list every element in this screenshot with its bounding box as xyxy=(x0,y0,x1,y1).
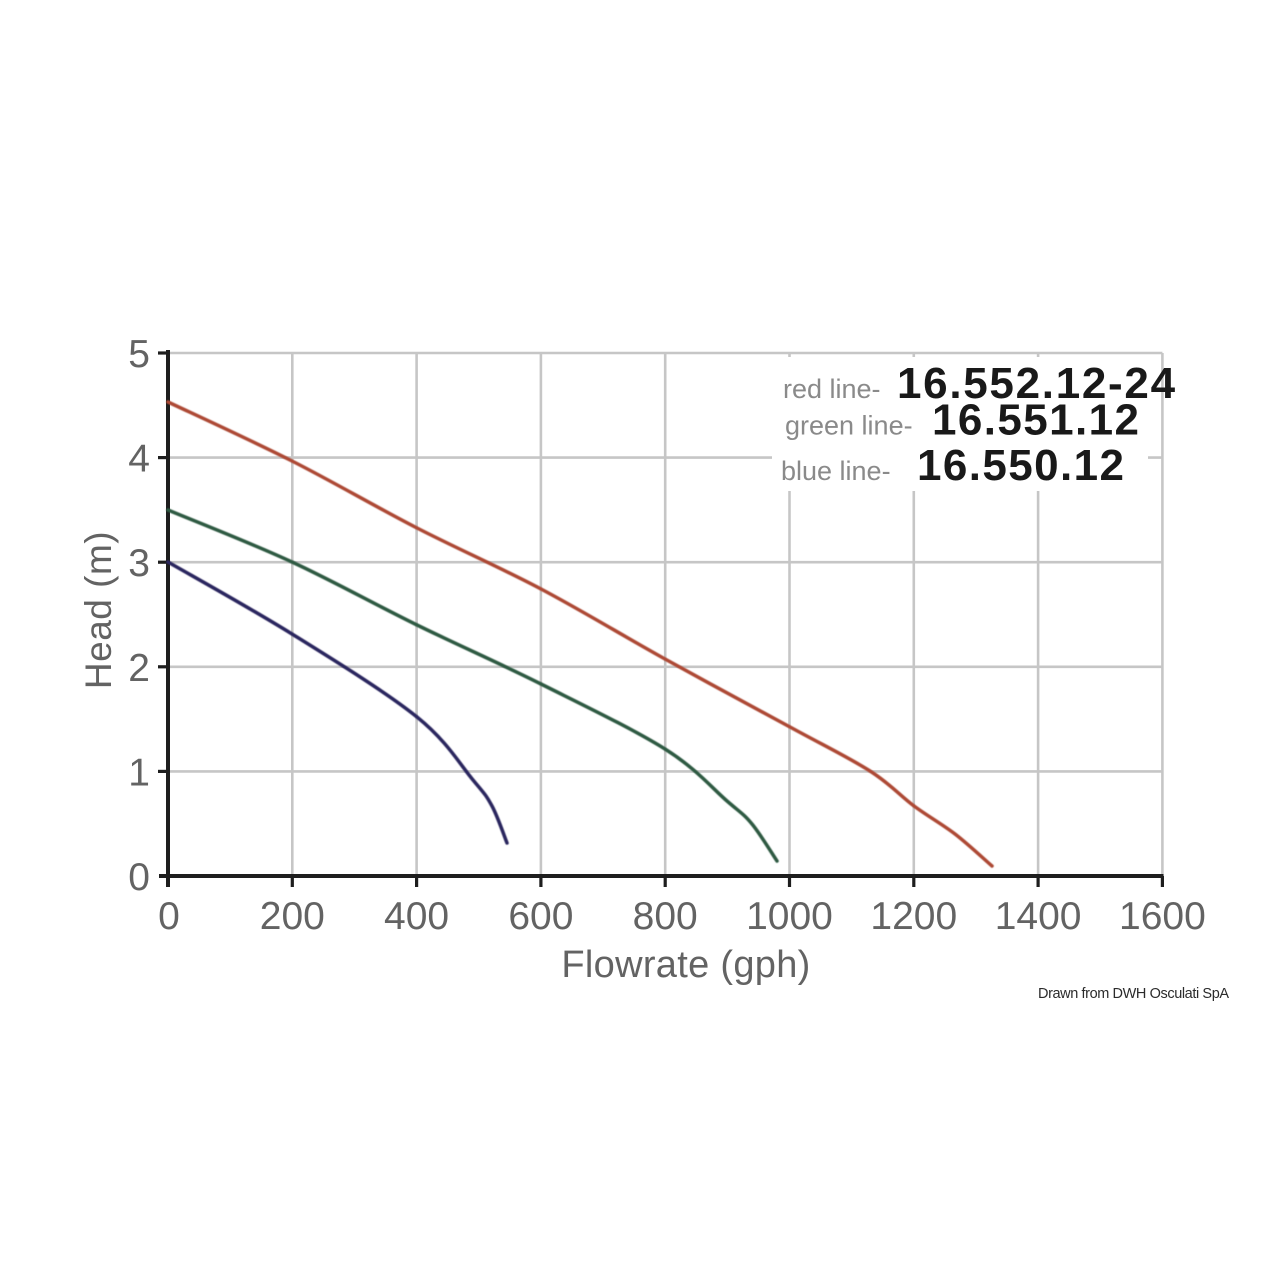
svg-text:1000: 1000 xyxy=(746,895,833,938)
svg-text:200: 200 xyxy=(260,895,325,938)
svg-text:3: 3 xyxy=(128,542,150,585)
svg-text:800: 800 xyxy=(633,895,698,938)
svg-text:green line-: green line- xyxy=(785,411,913,441)
svg-text:Flowrate (gph): Flowrate (gph) xyxy=(561,944,810,986)
svg-text:0: 0 xyxy=(128,856,150,899)
svg-text:16.550.12: 16.550.12 xyxy=(917,441,1125,490)
svg-text:Head (m): Head (m) xyxy=(78,531,119,689)
svg-text:1: 1 xyxy=(128,751,150,794)
svg-text:600: 600 xyxy=(508,895,573,938)
svg-text:16.552.12-24: 16.552.12-24 xyxy=(897,359,1177,408)
svg-text:0: 0 xyxy=(158,895,180,938)
svg-text:16.551.12: 16.551.12 xyxy=(932,396,1140,445)
svg-text:red line-: red line- xyxy=(783,374,881,404)
svg-text:4: 4 xyxy=(128,438,150,481)
svg-text:5: 5 xyxy=(128,333,150,376)
svg-text:1400: 1400 xyxy=(995,895,1082,938)
svg-text:1600: 1600 xyxy=(1119,895,1206,938)
svg-text:Drawn from DWH Osculati SpA: Drawn from DWH Osculati SpA xyxy=(1038,986,1229,1002)
svg-text:blue line-: blue line- xyxy=(781,456,891,486)
svg-text:2: 2 xyxy=(128,647,150,690)
svg-text:1200: 1200 xyxy=(870,895,957,938)
svg-text:400: 400 xyxy=(384,895,449,938)
